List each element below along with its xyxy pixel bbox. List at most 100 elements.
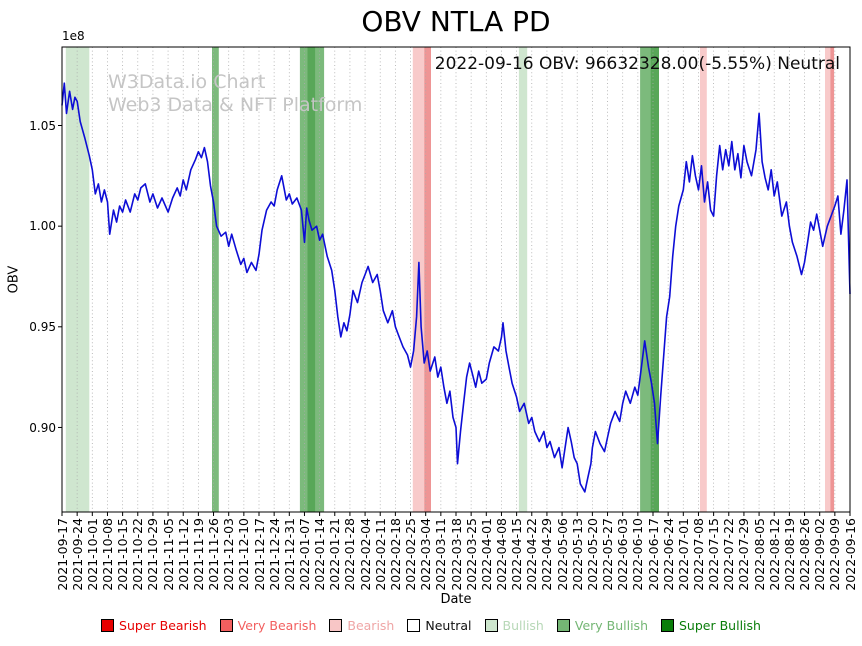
- legend-swatch: [661, 619, 674, 632]
- x-tick-label: 2022-02-18: [387, 518, 403, 591]
- x-tick-label: 2021-10-15: [115, 518, 131, 591]
- y-tick-label: 0.95: [29, 319, 56, 334]
- legend-swatch: [329, 619, 343, 632]
- x-tick-label: 2022-02-25: [403, 518, 418, 591]
- latest-value-annotation: 2022-09-16 OBV: 96632328.00(-5.55%) Neut…: [434, 54, 840, 74]
- x-tick-label: 2022-03-25: [463, 518, 479, 591]
- legend-item-super-bullish: Super Bullish: [661, 618, 761, 633]
- y-axis-label: OBV: [6, 265, 22, 294]
- x-tick-label: 2022-06-03: [615, 518, 631, 591]
- signal-band-bearish: [700, 47, 707, 512]
- x-tick-label: 2022-09-09: [827, 518, 843, 591]
- legend-swatch: [484, 619, 498, 632]
- x-tick-label: 2022-04-08: [494, 518, 509, 591]
- y-tick-label: 1.00: [29, 219, 56, 234]
- y-tick-label: 1.05: [29, 118, 56, 133]
- x-tick-label: 2021-11-05: [160, 518, 176, 591]
- chart-title: OBV NTLA PD: [361, 5, 551, 38]
- plot-border: [61, 46, 851, 513]
- x-tick-label: 2022-07-08: [691, 518, 706, 591]
- x-tick-label: 2022-05-27: [600, 518, 615, 591]
- x-tick-label: 2022-07-15: [706, 518, 722, 591]
- legend-item-neutral: Neutral: [407, 618, 472, 633]
- watermark: W3Data.io Chart Web3 Data & NFT Platform: [108, 71, 362, 117]
- x-tick-label: 2022-09-02: [812, 518, 828, 591]
- x-tick-label: 2022-07-29: [736, 518, 752, 591]
- x-tick-label: 2022-08-05: [751, 518, 767, 591]
- legend-swatch: [219, 619, 233, 632]
- signal-band-very_bullish: [212, 47, 219, 512]
- obv-line: [61, 82, 851, 493]
- signal-band-very_bearish: [424, 47, 431, 512]
- legend-label: Bullish: [502, 618, 544, 633]
- y-axis-offset-label: 1e8: [62, 29, 85, 43]
- x-tick-label: 2022-09-16: [842, 518, 858, 591]
- x-tick-label: 2022-03-18: [448, 518, 464, 591]
- x-tick-label: 2022-08-12: [766, 518, 782, 591]
- signal-band-bullish: [65, 47, 90, 512]
- legend-label: Bearish: [347, 618, 395, 633]
- x-tick-label: 2021-12-17: [251, 518, 267, 591]
- x-tick-label: 2021-10-08: [100, 518, 115, 591]
- legend-item-bearish: Bearish: [329, 618, 394, 633]
- legend-label: Neutral: [425, 618, 472, 633]
- x-tick-label: 2022-01-14: [312, 518, 328, 591]
- legend-label: Super Bullish: [679, 618, 761, 633]
- x-tick-label: 2021-09-17: [54, 518, 70, 591]
- x-tick-label: 2021-12-03: [221, 518, 237, 591]
- legend-label: Very Bearish: [237, 618, 317, 633]
- x-tick-label: 2021-10-01: [84, 518, 100, 591]
- x-tick-label: 2022-05-20: [584, 518, 600, 591]
- x-axis-label: Date: [440, 592, 472, 607]
- x-tick-label: 2022-04-22: [524, 518, 540, 591]
- x-tick-label: 2022-02-11: [372, 518, 388, 591]
- watermark-line1: W3Data.io Chart: [108, 71, 266, 93]
- y-tick-label: 0.90: [29, 420, 56, 435]
- x-tick-label: 2022-02-04: [357, 518, 373, 591]
- x-tick-label: 2021-11-12: [175, 518, 191, 591]
- x-tick-label: 2022-06-24: [660, 518, 676, 591]
- legend-swatch: [407, 619, 421, 632]
- legend-label: Very Bullish: [574, 618, 648, 633]
- legend-item-bullish: Bullish: [484, 618, 544, 633]
- x-tick-label: 2022-01-21: [327, 518, 343, 591]
- signal-band-bullish: [518, 47, 528, 512]
- x-tick-label: 2022-06-17: [645, 518, 661, 591]
- x-tick-label: 2022-04-15: [509, 518, 525, 591]
- x-tick-label: 2021-10-22: [130, 518, 146, 591]
- x-tick-label: 2022-05-13: [569, 518, 585, 591]
- legend-swatch: [556, 619, 570, 632]
- signal-band-very_bullish_overlap: [307, 47, 316, 512]
- x-tick-label: 2022-07-01: [675, 518, 691, 591]
- signal-band-bearish: [825, 47, 831, 512]
- legend-item-super-bearish: Super Bearish: [101, 618, 207, 633]
- x-tick-label: 2021-11-26: [206, 518, 221, 591]
- x-tick-label: 2022-04-01: [478, 518, 494, 591]
- x-tick-label: 2021-12-24: [266, 518, 282, 591]
- legend-label: Super Bearish: [119, 618, 207, 633]
- legend-item-very-bullish: Very Bullish: [556, 618, 648, 633]
- x-tick-label: 2022-07-22: [721, 518, 737, 591]
- x-tick-label: 2022-01-28: [342, 518, 358, 591]
- x-tick-label: 2022-03-04: [418, 518, 434, 591]
- signal-legend: Super Bearish Very Bearish Bearish Neutral B…: [0, 618, 862, 633]
- x-tick-label: 2022-03-11: [433, 518, 449, 591]
- x-tick-label: 2022-05-06: [554, 518, 570, 591]
- legend-swatch: [101, 619, 115, 632]
- x-tick-label: 2021-12-31: [281, 518, 297, 591]
- x-tick-label: 2022-06-10: [630, 518, 646, 591]
- watermark-line2: Web3 Data & NFT Platform: [108, 94, 363, 116]
- x-tick-label: 2021-11-19: [190, 518, 206, 591]
- x-tick-label: 2021-09-24: [69, 518, 85, 591]
- x-tick-label: 2021-12-10: [236, 518, 252, 591]
- x-tick-label: 2021-10-29: [145, 518, 161, 591]
- signal-band-very_bullish_overlap: [650, 47, 659, 512]
- x-tick-label: 2022-01-07: [297, 518, 312, 591]
- x-tick-label: 2022-08-26: [797, 518, 812, 591]
- x-tick-label: 2022-04-29: [539, 518, 555, 591]
- x-tick-label: 2022-08-19: [781, 518, 797, 591]
- legend-item-very-bearish: Very Bearish: [219, 618, 317, 633]
- signal-band-very_bearish: [830, 47, 835, 512]
